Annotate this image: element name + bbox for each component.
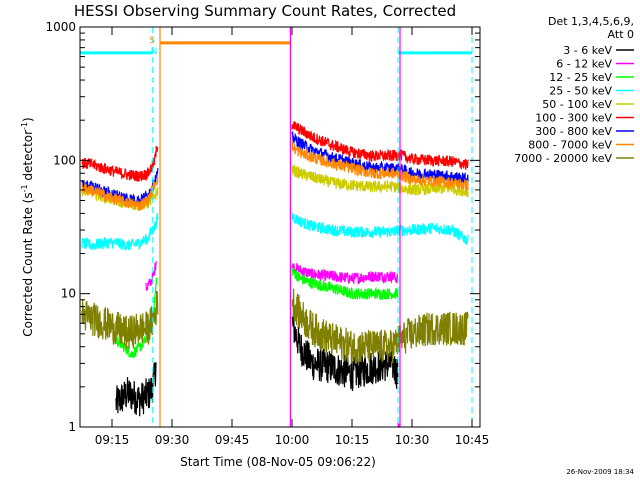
y-tick-label: 1000 xyxy=(45,20,76,34)
x-tick-label: 10:30 xyxy=(395,433,430,447)
legend-label: 6 - 12 keV xyxy=(556,58,612,71)
y-axis-label: Corrected Count Rate (s-1 detector-1) xyxy=(20,117,35,336)
series-layer xyxy=(81,121,469,428)
series-line xyxy=(81,290,159,349)
series-line xyxy=(291,313,399,392)
series-line xyxy=(291,212,469,245)
marker-n: N xyxy=(151,47,158,57)
series-line xyxy=(291,267,399,301)
legend-label: 25 - 50 keV xyxy=(549,85,612,98)
x-tick-label: 10:00 xyxy=(275,433,310,447)
y-tick-label: 100 xyxy=(53,153,76,167)
series-line xyxy=(115,362,157,417)
legend-label: 7000 - 20000 keV xyxy=(514,152,612,165)
y-axis-label-main: Corrected Count Rate (s xyxy=(21,192,35,336)
series-line xyxy=(81,145,159,182)
legend-label: 300 - 800 keV xyxy=(535,125,612,138)
x-tick-label: 10:15 xyxy=(335,433,370,447)
legend-label: 800 - 7000 keV xyxy=(528,139,612,152)
series-line xyxy=(145,261,158,291)
x-tick-label: 10:45 xyxy=(455,433,490,447)
x-axis: 09:15 09:30 09:45 10:00 10:15 10:30 10:45 xyxy=(95,27,490,447)
x-axis-label: Start Time (08-Nov-05 09:06:22) xyxy=(180,455,376,469)
legend-label: 12 - 25 keV xyxy=(549,71,612,84)
series-line xyxy=(291,263,399,285)
series-line xyxy=(81,212,159,251)
series-line xyxy=(81,174,159,211)
y-tick-label: 10 xyxy=(61,287,76,301)
markers: SN xyxy=(149,36,157,57)
y-axis-label-sup1: -1 xyxy=(20,184,29,192)
legend-header-2: Att 0 xyxy=(608,28,634,41)
marker-s: S xyxy=(149,36,155,46)
plot-frame xyxy=(79,26,481,428)
timestamp: 26-Nov-2009 18:34 xyxy=(566,468,634,476)
legend-label: 100 - 300 keV xyxy=(535,112,612,125)
legend-label: 50 - 100 keV xyxy=(542,98,612,111)
series-line xyxy=(291,288,469,364)
y-axis: 1 10 100 1000 xyxy=(45,20,480,434)
y-tick-label: 1 xyxy=(68,420,76,434)
legend-label: 3 - 6 keV xyxy=(563,44,612,57)
x-tick-label: 09:45 xyxy=(215,433,250,447)
series-line xyxy=(291,140,469,191)
flag-layer xyxy=(80,27,473,427)
y-axis-label-mid: detector xyxy=(21,130,35,185)
y-axis-label-sup2: -1 xyxy=(20,122,29,130)
y-axis-label-end: ) xyxy=(21,117,35,122)
x-tick-label: 09:30 xyxy=(155,433,190,447)
legend-header-1: Det 1,3,4,5,6,9, xyxy=(548,15,634,28)
chart-title: HESSI Observing Summary Count Rates, Cor… xyxy=(74,2,456,20)
series-line xyxy=(291,121,469,170)
x-tick-label: 09:15 xyxy=(95,433,130,447)
